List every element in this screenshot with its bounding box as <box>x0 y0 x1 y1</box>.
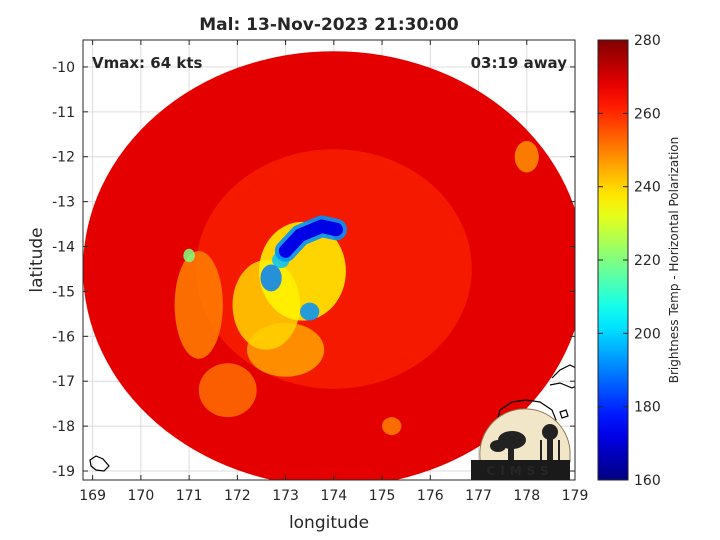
warm-cell <box>198 363 257 418</box>
colorbar: 160 180 200 220 240 260 280 Brightness Temp - … <box>597 33 681 489</box>
y-tick-label: -17 <box>52 374 75 390</box>
colorbar-tick-label: 160 <box>634 473 661 489</box>
logo-text: CIMSS <box>487 464 554 478</box>
x-tick-label: 175 <box>369 488 396 504</box>
x-tick-label: 171 <box>176 488 203 504</box>
x-tick-label: 179 <box>562 488 589 504</box>
y-axis-label: latitude <box>27 227 47 292</box>
warm-cell <box>300 302 320 321</box>
x-tick-label: 174 <box>320 488 347 504</box>
y-tick-label: -15 <box>52 284 75 300</box>
colorbar-tick-label: 280 <box>634 33 661 49</box>
y-tick-label: -13 <box>52 195 75 211</box>
x-tick-label: 170 <box>128 488 155 504</box>
chart-title: Mal: 13-Nov-2023 21:30:00 <box>199 15 459 35</box>
x-tick-label: 176 <box>417 488 444 504</box>
logo-banner <box>471 460 570 480</box>
away-annotation: 03:19 away <box>471 54 568 72</box>
x-tick-label: 177 <box>465 488 492 504</box>
plot-border <box>82 39 576 481</box>
y-tick-label: -14 <box>52 240 75 256</box>
x-tick-label: 172 <box>224 488 251 504</box>
y-tick-label: -18 <box>52 419 75 435</box>
cimss-logo: CIMSS <box>471 408 571 480</box>
y-tick-label: -10 <box>52 60 75 76</box>
eyewall-band <box>278 219 343 258</box>
coastline-vanuatu <box>89 455 110 472</box>
y-tick-label: -12 <box>52 150 75 166</box>
y-tick-label: -11 <box>52 105 75 121</box>
brightness-temp-swath <box>83 51 575 480</box>
x-tick-label: 178 <box>513 488 540 504</box>
y-axis: -10 -11 -12 -13 -14 -15 -16 -17 -18 -19 <box>52 60 575 480</box>
warm-cell <box>183 248 195 263</box>
colorbar-tick-label: 180 <box>634 400 661 416</box>
warm-cell <box>260 264 282 292</box>
warm-cell <box>514 141 539 173</box>
x-tick-label: 169 <box>79 488 106 504</box>
x-tick-label: 173 <box>272 488 299 504</box>
coastline-fiji-small <box>559 409 569 419</box>
x-axis: 169 170 171 172 173 174 175 176 177 178 179 <box>79 40 588 504</box>
colorbar-tick-label: 200 <box>634 326 661 342</box>
x-axis-label: longitude <box>289 513 369 533</box>
y-tick-label: -19 <box>52 464 75 480</box>
vmax-annotation: Vmax: 64 kts <box>92 54 202 72</box>
colorbar-tick-label: 260 <box>634 106 661 122</box>
colorbar-tick-label: 220 <box>634 253 661 269</box>
colorbar-tick-label: 240 <box>634 180 661 196</box>
colorbar-ticks: 160 180 200 220 240 260 280 <box>598 33 661 489</box>
warm-cell <box>174 251 223 359</box>
coastline-fiji-east-1 <box>551 364 575 379</box>
y-tick-label: -16 <box>52 329 75 345</box>
logo-radar-icon <box>490 424 560 460</box>
coastline-fiji-east-2 <box>549 382 575 389</box>
warm-cell <box>382 417 402 436</box>
colorbar-label: Brightness Temp - Horizontal Polarizatio… <box>667 137 681 384</box>
